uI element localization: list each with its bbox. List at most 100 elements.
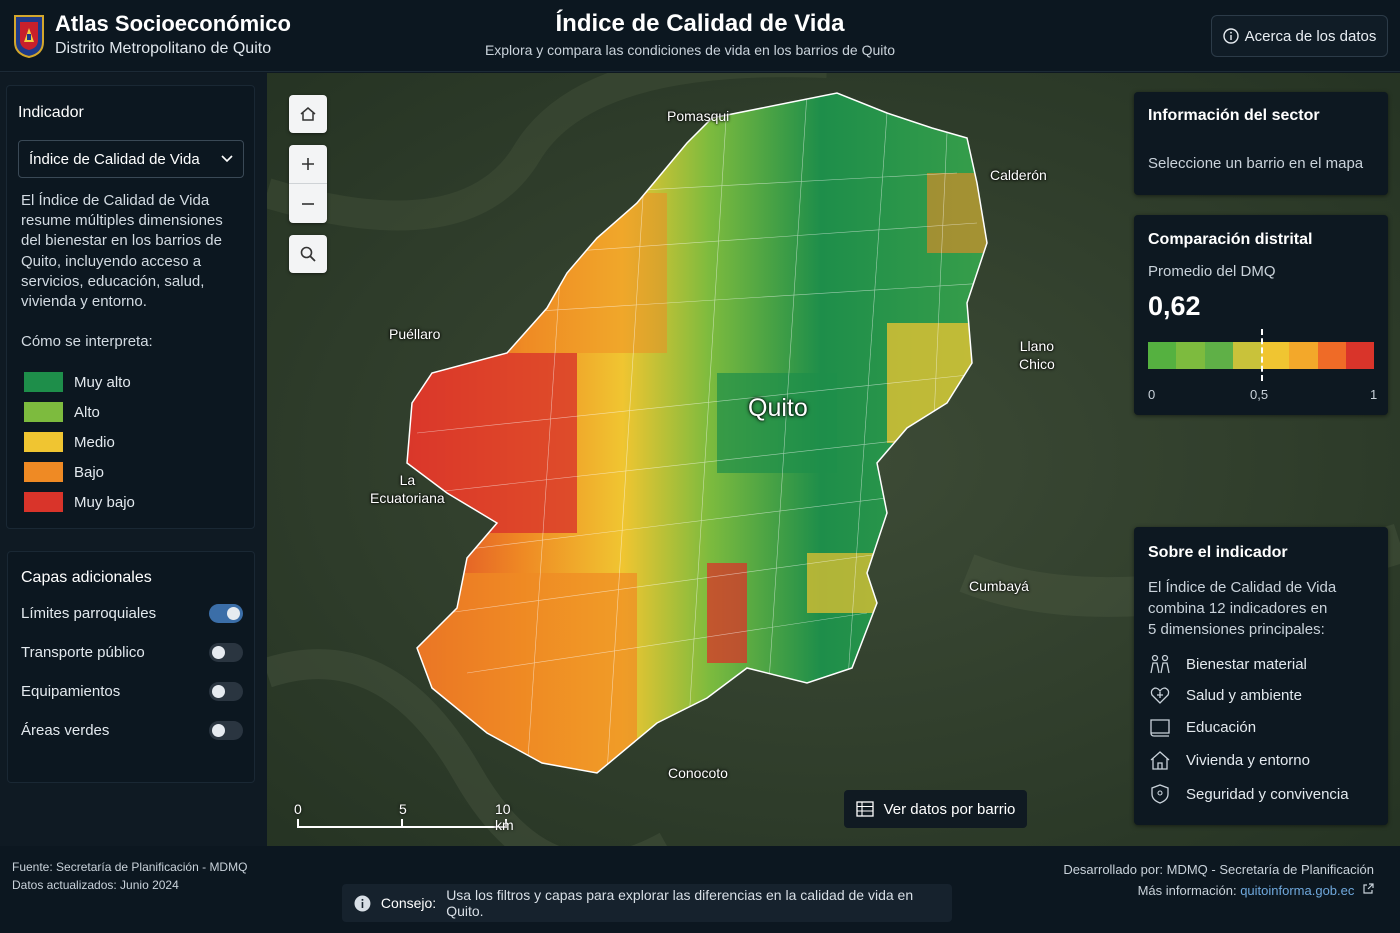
layer-row-areas-verdes[interactable]: Áreas verdes [21,721,243,740]
legend-label: Bajo [74,463,105,481]
scale-segment [1232,342,1261,369]
footer-link[interactable]: quitoinforma.gob.ec [1240,883,1355,898]
scale-tick-05: 0,5 [1250,387,1269,402]
dimension-bienestar: Bienestar material [1148,653,1307,675]
tip-label: Consejo: [380,895,437,911]
zoom-controls [289,145,327,223]
city-label-quito: Quito [748,394,808,422]
place-label-line: Chico [1019,356,1055,372]
comparison-color-scale [1148,342,1374,369]
footer-source-block: Fuente: Secretaría de Planificación - MD… [12,859,247,894]
about-indicator-text-3: 5 dimensiones principales: [1148,621,1325,638]
indicator-heading: Indicador [18,104,84,121]
book-icon [1150,719,1170,737]
legend-label: Alto [74,403,100,421]
layer-row-equipamientos[interactable]: Equipamientos [21,682,243,701]
interpret-label: Cómo se interpreta: [21,333,153,350]
app-footer: Fuente: Secretaría de Planificación - MD… [0,846,1400,933]
indicator-panel: Indicador Índice de Calidad de Vida El Í… [6,85,255,529]
dimension-label: Vivienda y entorno [1186,751,1310,769]
layer-toggle[interactable] [209,682,243,701]
sector-info-heading: Información del sector [1148,107,1320,124]
place-label-puellaro: Puéllaro [389,326,441,342]
legend-item-bajo: Bajo [24,462,104,482]
scale-tick-0: 0 [1148,387,1156,402]
legend-item-muy-bajo: Muy bajo [24,492,135,512]
footer-more-info-label: Más información: [1137,883,1237,898]
brand-title: Atlas Socioeconómico [55,11,291,36]
about-indicator-text-1: El Índice de Calidad de Vida [1148,579,1337,596]
scale-bar-line [297,819,507,828]
dimension-salud: Salud y ambiente [1148,684,1302,706]
place-label-cumbaya: Cumbayá [969,578,1029,594]
legend-label: Muy bajo [74,493,135,511]
indicator-select-value: Índice de Calidad de Vida [29,150,200,168]
place-label-conocoto: Conocoto [668,765,728,781]
layers-panel: Capas adicionales Límites parroquiales T… [7,551,255,783]
page-title: Índice de Calidad de Vida [555,10,845,37]
external-link-icon[interactable] [1362,883,1374,895]
map-view[interactable]: Pomasqui Calderón Puéllaro Llano Chico L… [267,73,1400,846]
footer-updated: Datos actualizados: Junio 2024 [12,877,179,892]
layer-toggle[interactable] [209,604,243,623]
legend-swatch [24,492,63,512]
map-canvas[interactable] [267,73,1400,846]
footer-credits-block: Desarrollado por: MDMQ - Secretaría de P… [1063,859,1374,901]
info-filled-icon [354,895,371,911]
place-label-line: La [399,472,416,488]
about-indicator-panel: Sobre el indicador El Índice de Calidad … [1134,527,1388,825]
comparison-avg-label: Promedio del DMQ [1148,263,1276,280]
comparison-heading: Comparación distrital [1148,231,1313,248]
view-data-by-neighborhood-button[interactable]: Ver datos por barrio [844,790,1027,828]
zoom-in-button[interactable] [289,145,327,184]
layer-label: Áreas verdes [21,722,110,739]
legend-item-muy-alto: Muy alto [24,372,131,392]
layer-toggle[interactable] [209,643,243,662]
legend-swatch [24,372,63,392]
legend-label: Muy alto [74,373,131,391]
place-label-line: Ecuatoriana [370,490,445,506]
about-data-label: Acerca de los datos [1244,27,1377,45]
info-icon [1222,28,1239,44]
dimension-label: Educación [1186,718,1257,736]
scale-segment [1148,342,1177,369]
layer-toggle[interactable] [209,721,243,740]
place-label-la-ecuatoriana: La Ecuatoriana [370,471,445,507]
dimension-vivienda: Vivienda y entorno [1148,749,1310,771]
indicator-select[interactable]: Índice de Calidad de Vida [18,140,244,178]
home-button[interactable] [289,95,327,133]
plus-icon [302,158,314,170]
layer-row-limites[interactable]: Límites parroquiales [21,604,243,623]
brand-subtitle: Distrito Metropolitano de Quito [55,40,272,57]
tip-banner: Consejo: Usa los filtros y capas para ex… [342,884,952,922]
scale-segment [1261,342,1290,369]
view-data-label: Ver datos por barrio [883,800,1016,818]
place-label-line: Llano [1019,338,1055,354]
quito-coat-of-arms-logo [14,15,44,58]
indicator-description: El Índice de Calidad de Vida resume múlt… [21,192,223,311]
layer-label: Equipamientos [21,683,121,700]
scale-label-10: 10 km [495,801,514,833]
minus-icon [302,202,314,205]
scale-label-5: 5 [399,801,407,817]
home-icon [300,107,316,121]
legend-item-alto: Alto [24,402,100,422]
layer-row-transporte[interactable]: Transporte público [21,643,243,662]
dimension-label: Salud y ambiente [1186,686,1302,704]
scale-tick-1: 1 [1370,387,1378,402]
search-button[interactable] [289,235,327,273]
quality-of-life-choropleth[interactable] [387,73,1007,793]
house-icon [1150,751,1170,770]
scale-segment [1317,342,1346,369]
table-icon [855,801,874,817]
zoom-out-button[interactable] [289,184,327,223]
legend-swatch [24,402,63,422]
layers-heading: Capas adicionales [21,569,152,586]
place-label-pomasqui: Pomasqui [667,108,730,124]
health-heart-icon [1150,687,1170,704]
dimension-educacion: Educación [1148,716,1256,738]
dimension-seguridad: Seguridad y convivencia [1148,783,1349,805]
dmq-boundary [406,92,988,774]
about-data-button[interactable]: Acerca de los datos [1211,15,1388,57]
footer-developed: Desarrollado por: MDMQ - Secretaría de P… [1063,862,1374,877]
